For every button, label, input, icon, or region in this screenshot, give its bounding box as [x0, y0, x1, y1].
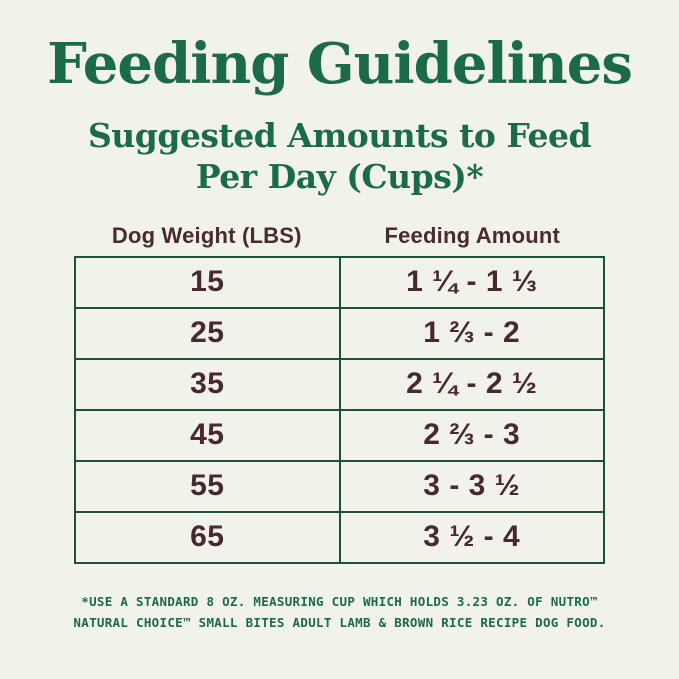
page-subtitle: Suggested Amounts to Feed Per Day (Cups)…	[0, 116, 679, 197]
footnote-line-1: *USE A STANDARD 8 OZ. MEASURING CUP WHIC…	[81, 593, 598, 609]
page-title: Feeding Guidelines	[47, 31, 633, 97]
table-row: 35 2 ¼ - 2 ½	[74, 357, 605, 411]
subtitle-line-2: Per Day (Cups)*	[195, 156, 484, 196]
weight-cell: 45	[74, 408, 341, 462]
footnote: *USE A STANDARD 8 OZ. MEASURING CUP WHIC…	[0, 591, 679, 634]
subtitle-line-1: Suggested Amounts to Feed	[87, 116, 592, 156]
amount-cell: 2 ¼ - 2 ½	[338, 357, 605, 411]
table-row: 55 3 - 3 ½	[74, 459, 605, 513]
footnote-line-2: NATURAL CHOICE™ SMALL BITES ADULT LAMB &…	[73, 615, 606, 631]
table-row: 15 1 ¼ - 1 ⅓	[74, 255, 605, 309]
table-row: 65 3 ½ - 4	[74, 510, 605, 564]
amount-cell: 3 ½ - 4	[338, 510, 605, 564]
weight-cell: 25	[74, 306, 341, 360]
column-header-dog-weight: Dog Weight (LBS)	[111, 222, 302, 248]
amount-cell: 1 ⅔ - 2	[338, 306, 605, 360]
column-header-feeding-amount: Feeding Amount	[384, 222, 561, 248]
table-column-headers: Dog Weight (LBS) Feeding Amount	[74, 223, 605, 249]
weight-cell: 15	[74, 255, 341, 309]
amount-cell: 2 ⅔ - 3	[338, 408, 605, 462]
amount-cell: 3 - 3 ½	[338, 459, 605, 513]
table-row: 25 1 ⅔ - 2	[74, 306, 605, 360]
amount-cell: 1 ¼ - 1 ⅓	[338, 255, 605, 309]
table-row: 45 2 ⅔ - 3	[74, 408, 605, 462]
feeding-table: 15 1 ¼ - 1 ⅓ 25 1 ⅔ - 2 35 2 ¼ - 2 ½ 45 …	[74, 255, 605, 564]
weight-cell: 35	[74, 357, 341, 411]
weight-cell: 65	[74, 510, 341, 564]
weight-cell: 55	[74, 459, 341, 513]
